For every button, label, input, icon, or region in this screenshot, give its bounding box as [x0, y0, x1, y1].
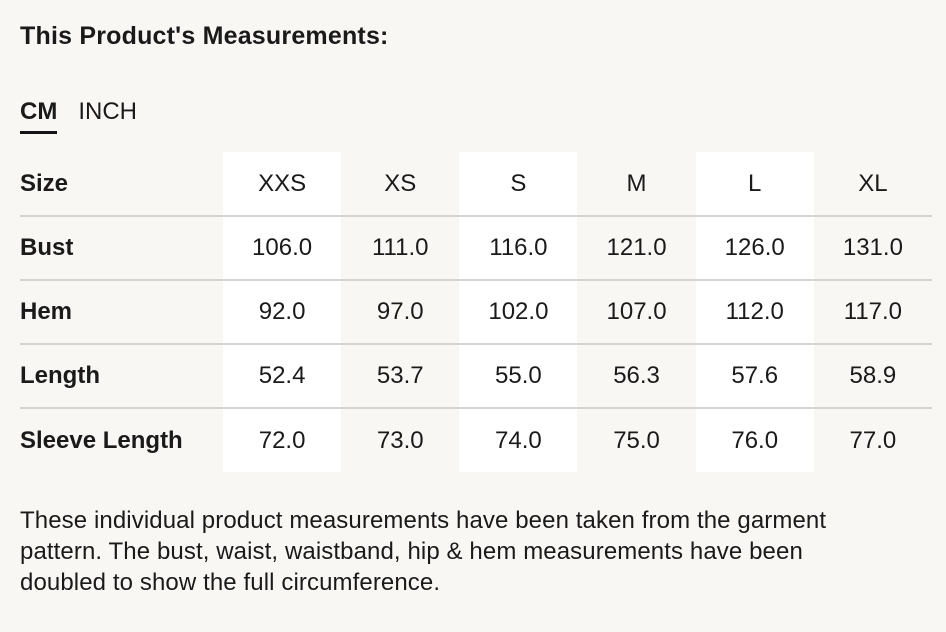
column-header-xl: XL: [858, 169, 888, 197]
table-row-length: Length 52.4 53.7 55.0 56.3 57.6 58.9: [20, 344, 932, 408]
sleeve-length-value-xl: 77.0: [849, 426, 897, 454]
hem-value-s: 102.0: [488, 298, 549, 325]
tab-inch[interactable]: INCH: [78, 98, 137, 125]
column-header-xs: XS: [384, 169, 417, 197]
length-value-xxs: 52.4: [258, 362, 306, 389]
sleeve-length-value-m: 75.0: [613, 426, 660, 454]
sleeve-length-value-l: 76.0: [731, 426, 779, 454]
table-row-sleeve-length: Sleeve Length 72.0 73.0 74.0 75.0 76.0 7…: [20, 408, 932, 472]
row-label-sleeve-length: Sleeve Length: [20, 426, 183, 454]
length-value-s: 55.0: [495, 362, 542, 389]
bust-value-l: 126.0: [724, 234, 785, 261]
measurement-footnote: These individual product measurements ha…: [20, 507, 827, 596]
bust-value-m: 121.0: [606, 234, 667, 261]
measurements-table: Size XXS XS S M L XL Bust 106.0 111.0 11…: [20, 152, 932, 472]
bust-value-xxs: 106.0: [252, 234, 313, 261]
column-header-m: M: [626, 169, 647, 197]
bust-value-s: 116.0: [489, 234, 548, 261]
hem-value-xl: 117.0: [843, 298, 903, 325]
hem-value-xs: 97.0: [376, 298, 424, 325]
row-label-bust: Bust: [20, 234, 74, 261]
column-header-l: L: [748, 169, 762, 197]
column-header-xxs: XXS: [258, 169, 307, 197]
bust-value-xs: 111.0: [371, 234, 429, 261]
row-label-hem: Hem: [20, 298, 73, 325]
size-corner-header: Size: [20, 169, 69, 197]
hem-value-l: 112.0: [725, 298, 784, 325]
sleeve-length-value-s: 74.0: [495, 426, 542, 454]
sleeve-length-value-xxs: 72.0: [258, 426, 306, 454]
tab-cm[interactable]: CM: [20, 98, 58, 134]
hem-value-xxs: 92.0: [258, 298, 306, 325]
sleeve-length-value-xs: 73.0: [376, 426, 424, 454]
length-value-xs: 53.7: [376, 362, 424, 389]
length-value-l: 57.6: [731, 362, 779, 389]
table-row-hem: Hem 92.0 97.0 102.0 107.0 112.0 117.0: [20, 280, 932, 344]
length-value-m: 56.3: [613, 362, 660, 389]
length-value-xl: 58.9: [849, 362, 897, 389]
page-title: This Product's Measurements:: [20, 22, 389, 50]
measurements-panel: This Product's Measurements: CM INCH Siz…: [0, 22, 946, 632]
unit-tabs: CM INCH: [20, 98, 932, 134]
bust-value-xl: 131.0: [842, 234, 903, 261]
column-header-s: S: [510, 169, 527, 197]
hem-value-m: 107.0: [606, 298, 667, 325]
table-header-row: Size XXS XS S M L XL: [20, 152, 932, 216]
row-label-length: Length: [20, 362, 100, 389]
table-row-bust: Bust 106.0 111.0 116.0 121.0 126.0 131.0: [20, 216, 932, 280]
